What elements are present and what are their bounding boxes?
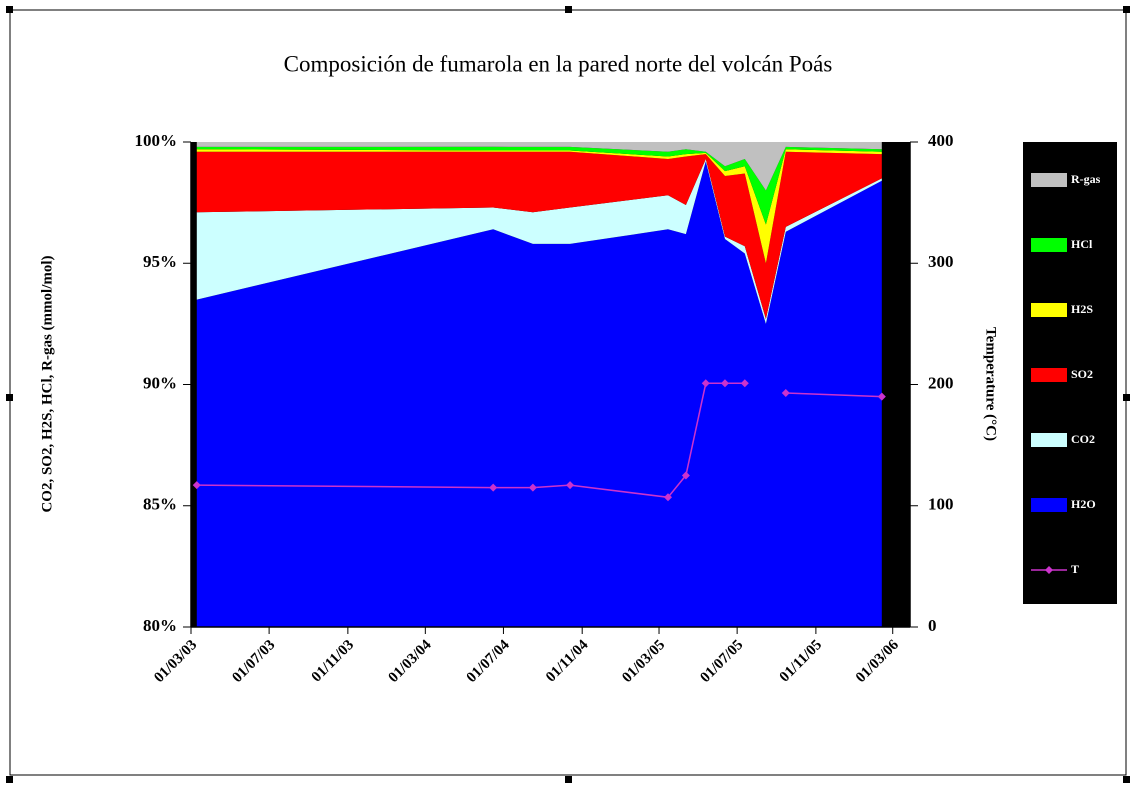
legend-swatch — [1031, 433, 1067, 447]
y2-tick-label: 0 — [928, 616, 937, 635]
marker — [740, 379, 749, 388]
marker — [681, 471, 690, 480]
x-tick-label: 01/11/04 — [543, 637, 592, 686]
y2-tick-label: 100 — [928, 495, 954, 514]
x-tick-label: 01/07/03 — [229, 637, 278, 686]
x-tick-label: 01/07/04 — [464, 637, 513, 686]
chart-title: Composición de fumarola en la pared nort… — [284, 51, 833, 76]
handle — [1123, 776, 1130, 783]
x-tick-label: 01/03/03 — [151, 637, 200, 686]
marker — [701, 379, 710, 388]
legend-label: HCl — [1071, 237, 1093, 251]
x-tick-label: 01/11/03 — [309, 637, 357, 685]
area — [196, 161, 882, 627]
x-tick-label: 01/03/04 — [386, 637, 435, 686]
area — [196, 159, 882, 324]
marker — [720, 379, 729, 388]
y2-tick-label: 200 — [928, 373, 954, 392]
y-tick-label: 100% — [135, 131, 178, 150]
legend-label: H2S — [1071, 302, 1093, 316]
handle — [6, 394, 13, 401]
legend-swatch — [1031, 368, 1067, 382]
legend-label: R-gas — [1071, 172, 1101, 186]
handle — [565, 6, 572, 13]
x-tick-label: 01/07/05 — [697, 637, 746, 686]
legend-marker — [1045, 566, 1053, 574]
handle — [6, 776, 13, 783]
legend-swatch — [1031, 173, 1067, 187]
marker — [489, 483, 498, 492]
legend-label: SO2 — [1071, 367, 1093, 381]
handle — [1123, 6, 1130, 13]
area — [196, 151, 882, 319]
marker — [566, 481, 575, 490]
x-tick-label: 01/03/06 — [853, 637, 902, 686]
y-tick-label: 85% — [143, 495, 177, 514]
y-tick-label: 80% — [143, 616, 177, 635]
legend-swatch — [1031, 498, 1067, 512]
area — [196, 142, 882, 191]
marker — [192, 481, 201, 490]
marker — [528, 483, 537, 492]
y-tick-label: 90% — [143, 373, 177, 392]
legend-label: H2O — [1071, 497, 1096, 511]
marker — [877, 392, 886, 401]
legend-label: T — [1071, 562, 1079, 576]
legend-swatch — [1031, 303, 1067, 317]
y-axis-title: CO2, SO2, H2S, HCl, R-gas (mmol/mol) — [39, 255, 55, 512]
handle — [6, 6, 13, 13]
y2-tick-label: 400 — [928, 131, 954, 150]
handle — [565, 776, 572, 783]
marker — [663, 493, 672, 502]
handle — [1123, 394, 1130, 401]
legend-swatch — [1031, 238, 1067, 252]
marker — [781, 388, 790, 397]
y2-axis-title: Temperature (°C) — [983, 327, 999, 441]
legend-label: CO2 — [1071, 432, 1095, 446]
x-tick-label: 01/03/05 — [619, 637, 668, 686]
plot-area — [196, 142, 882, 627]
y2-tick-label: 300 — [928, 252, 954, 271]
x-tick-label: 01/11/05 — [777, 637, 825, 685]
y-tick-label: 95% — [143, 252, 177, 271]
